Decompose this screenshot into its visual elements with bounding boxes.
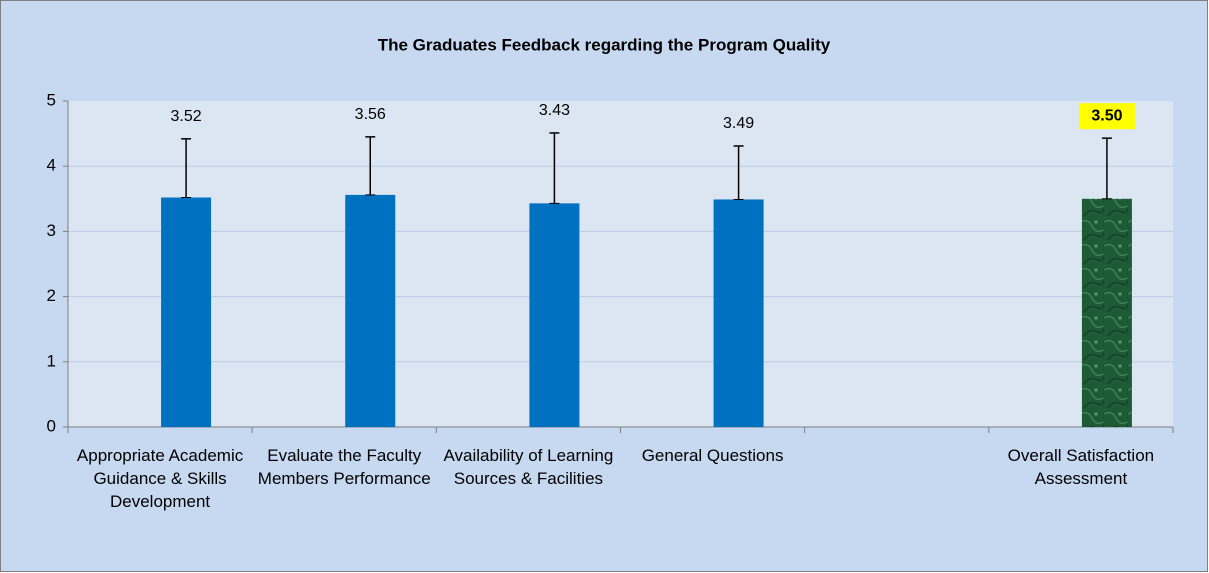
y-tick-label: 3 [47, 221, 56, 240]
y-tick-label: 2 [47, 286, 56, 305]
chart-title: The Graduates Feedback regarding the Pro… [378, 35, 831, 54]
value-label: 3.52 [171, 108, 202, 125]
y-tick-label: 0 [47, 416, 56, 435]
bar [529, 203, 580, 427]
y-tick-label: 4 [47, 156, 56, 175]
value-label: 3.43 [539, 102, 570, 119]
value-label: 3.49 [723, 115, 754, 132]
bar [713, 199, 764, 427]
value-label-background [1078, 103, 1135, 130]
x-tick-label: General Questions [641, 446, 784, 465]
x-tick-label: Overall Satisfaction Assessment [1007, 446, 1155, 488]
x-tick-label: Evaluate the Faculty Members Performance [257, 446, 431, 488]
value-label: 3.50 [1091, 107, 1122, 124]
x-tick-label: Availability of Learning Sources & Facil… [443, 446, 614, 488]
y-tick-label: 5 [47, 90, 56, 109]
bar [161, 197, 212, 427]
y-tick-label: 1 [47, 351, 56, 370]
bar [345, 194, 396, 427]
plot-area [68, 101, 1173, 427]
bar [1081, 198, 1132, 427]
x-tick-label: Appropriate Academic Guidance & Skills D… [76, 446, 244, 511]
value-label: 3.56 [355, 106, 386, 123]
